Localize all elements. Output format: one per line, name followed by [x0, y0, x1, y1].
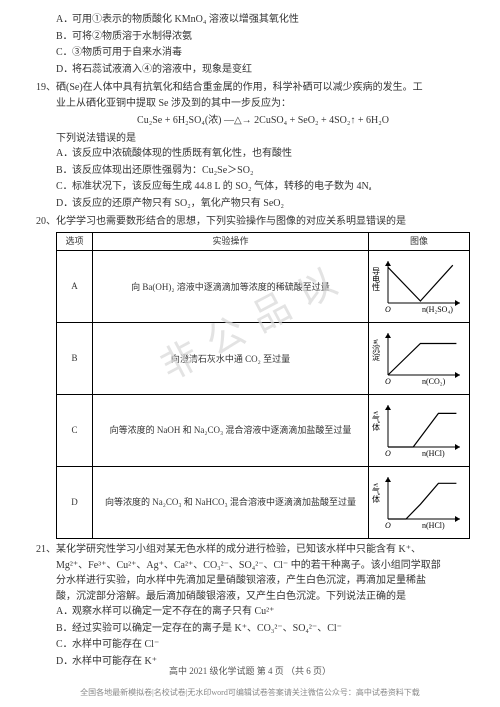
q18-c-text: ③物质可用于自来水消毒: [72, 47, 182, 58]
q19-lead: 下列说法错误的是: [56, 131, 470, 147]
opt-a-label: A．: [56, 604, 72, 620]
svg-text:n(H₂SO₄): n(H₂SO₄): [422, 305, 453, 314]
q20: 20、 化学学习也需要数形结合的思想，下列实验操作与图像的对应关系明显错误的是: [56, 214, 470, 230]
chart-A: 导电性 O n(H₂SO₄): [372, 253, 466, 315]
svg-text:O: O: [385, 377, 391, 386]
svg-text:导电性: 导电性: [372, 267, 381, 291]
q19: 19、 硒(Se)在人体中具有抗氧化和结合重金属的作用，科学补硒可以减少疾病的发…: [56, 80, 470, 96]
q20-row-chart: w沉淀 O n(CO₂): [369, 323, 470, 395]
q20-row-op: 向 Ba(OH)₂ 溶液中逐滴滴加等浓度的稀硫酸至过量: [93, 251, 369, 323]
svg-text:w沉淀: w沉淀: [372, 339, 381, 362]
opt-c-label: C．: [56, 45, 72, 61]
q19-d-text: 该反应的还原产物只有 SO₂，氧化产物只有 SeO₂: [72, 198, 284, 209]
opt-d-label: D．: [56, 62, 72, 78]
table-row: D 向等浓度的 Na₂CO₃ 和 NaHCO₃ 混合溶液中逐滴滴加盐酸至过量 v…: [57, 467, 470, 539]
q20-row-label: B: [57, 323, 93, 395]
chart-D: v气体 O n(HCl): [372, 469, 466, 531]
q21-c-text: 水样中可能存在 Cl⁻: [72, 639, 159, 650]
svg-text:n(HCl): n(HCl): [422, 449, 445, 458]
opt-a-label: A．: [56, 12, 72, 28]
q19-c-text: 标准状况下，该反应每生成 44.8 L 的 SO₂ 气体，转移的电子数为 4Nₐ: [72, 181, 371, 192]
svg-text:n(HCl): n(HCl): [422, 521, 445, 530]
q20-table: 选项 实验操作 图像 A 向 Ba(OH)₂ 溶液中逐滴滴加等浓度的稀硫酸至过量…: [56, 232, 470, 540]
q21-line3: 分水样进行实验，向水样中先滴加足量硝酸钡溶液，产生白色沉淀，再滴加足量稀盐: [56, 573, 470, 589]
chart-B: w沉淀 O n(CO₂): [372, 325, 466, 387]
q18-a-text: 可用①表示的物质酸化 KMnO₄ 溶液以增强其氧化性: [72, 14, 299, 25]
q19-intro1: 硒(Se)在人体中具有抗氧化和结合重金属的作用，科学补硒可以减少疾病的发生。工: [56, 82, 423, 93]
q20-intro: 化学学习也需要数形结合的思想，下列实验操作与图像的对应关系明显错误的是: [56, 216, 406, 227]
footer-note: 全国各地最新模拟卷|名校试卷|无水印word可编辑试卷答案请关注微信公众号：高中…: [0, 687, 500, 699]
q20-row-chart: v气体 O n(HCl): [369, 395, 470, 467]
q21-num: 21、: [36, 542, 56, 558]
q20-row-op: 向等浓度的 Na₂CO₃ 和 NaHCO₃ 混合溶液中逐滴滴加盐酸至过量: [93, 467, 369, 539]
q21-line2: Mg²⁺、Fe³⁺、Cu²⁺、Ag⁺、Ca²⁺、CO₃²⁻、SO₄²⁻、Cl⁻ …: [56, 558, 470, 574]
chart-C: v气体 O n(HCl): [372, 397, 466, 459]
opt-b-label: B．: [56, 29, 72, 45]
q20-head-op: 实验操作: [93, 232, 369, 251]
svg-text:v气体: v气体: [372, 411, 381, 432]
svg-text:O: O: [385, 449, 391, 458]
footer-page: 高中 2021 级化学试题 第 4 页 （共 6 页）: [0, 665, 500, 679]
q21-b-text: 经过实验可以确定一定存在的离子是 K⁺、CO₃²⁻、SO₄²⁻、Cl⁻: [72, 623, 342, 634]
table-row: A 向 Ba(OH)₂ 溶液中逐滴滴加等浓度的稀硫酸至过量 导电性 O n(H₂…: [57, 251, 470, 323]
q20-row-op: 向澄清石灰水中通 CO₂ 至过量: [93, 323, 369, 395]
q20-row-chart: v气体 O n(HCl): [369, 467, 470, 539]
q21-line4: 酸，沉淀部分溶解。最后滴加硝酸银溶液，又产生白色沉淀。下列说法正确的是: [56, 589, 470, 605]
table-row: C 向等浓度的 NaOH 和 Na₂CO₃ 混合溶液中逐滴滴加盐酸至过量 v气体…: [57, 395, 470, 467]
svg-text:O: O: [385, 305, 391, 314]
q20-row-label: C: [57, 395, 93, 467]
q21-a-text: 观察水样可以确定一定不存在的离子只有 Cu²⁺: [72, 606, 274, 617]
q20-row-op: 向等浓度的 NaOH 和 Na₂CO₃ 混合溶液中逐滴滴加盐酸至过量: [93, 395, 369, 467]
q21: 21、 某化学研究性学习小组对某无色水样的成分进行检验，已知该水样中只能含有 K…: [56, 542, 470, 558]
q20-row-label: D: [57, 467, 93, 539]
svg-text:n(CO₂): n(CO₂): [422, 377, 446, 386]
opt-b-label: B．: [56, 163, 72, 179]
svg-text:v气体: v气体: [372, 483, 381, 504]
q19-b-text: 该反应体现出还原性强弱为：Cu₂Se＞SO₂: [72, 165, 253, 176]
q20-head-opt: 选项: [57, 232, 93, 251]
table-row: B 向澄清石灰水中通 CO₂ 至过量 w沉淀 O n(CO₂): [57, 323, 470, 395]
q20-row-chart: 导电性 O n(H₂SO₄): [369, 251, 470, 323]
svg-text:O: O: [385, 521, 391, 530]
q20-row-label: A: [57, 251, 93, 323]
opt-b-label: B．: [56, 621, 72, 637]
q18-options: A．可用①表示的物质酸化 KMnO₄ 溶液以增强其氧化性 B．可将②物质溶于水制…: [56, 12, 470, 77]
q21-line1: 某化学研究性学习小组对某无色水样的成分进行检验，已知该水样中只能含有 K⁺、: [56, 544, 421, 555]
opt-c-label: C．: [56, 179, 72, 195]
q19-equation: Cu₂Se + 6H₂SO₄(浓) —△→ 2CuSO₄ + SeO₂ + 4S…: [56, 113, 470, 129]
q20-head-img: 图像: [369, 232, 470, 251]
q19-intro2: 业上从硒化亚铜中提取 Se 涉及到的其中一步反应为：: [56, 96, 470, 112]
opt-a-label: A．: [56, 146, 72, 162]
q19-num: 19、: [36, 80, 56, 96]
q18-d-text: 将石蕊试液滴入④的溶液中，现象是变红: [72, 64, 252, 75]
q20-num: 20、: [36, 214, 56, 230]
q19-a-text: 该反应中浓硫酸体现的性质既有氧化性，也有酸性: [72, 148, 292, 159]
q18-b-text: 可将②物质溶于水制得浓氨: [72, 31, 192, 42]
opt-c-label: C．: [56, 637, 72, 653]
opt-d-label: D．: [56, 196, 72, 212]
